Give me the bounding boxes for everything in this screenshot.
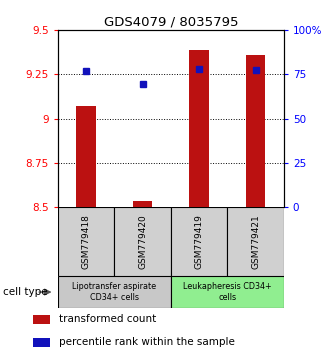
Bar — [133, 201, 152, 207]
Bar — [76, 106, 96, 207]
Text: GSM779420: GSM779420 — [138, 214, 147, 269]
Bar — [33, 315, 50, 324]
Text: Leukapheresis CD34+
cells: Leukapheresis CD34+ cells — [183, 282, 272, 302]
Title: GDS4079 / 8035795: GDS4079 / 8035795 — [104, 16, 238, 29]
Text: percentile rank within the sample: percentile rank within the sample — [59, 337, 235, 348]
Bar — [171, 207, 227, 276]
Bar — [114, 207, 171, 276]
Text: GSM779419: GSM779419 — [194, 214, 204, 269]
Text: GSM779421: GSM779421 — [251, 214, 260, 269]
Text: GSM779418: GSM779418 — [82, 214, 90, 269]
Bar — [33, 338, 50, 347]
Bar — [227, 207, 284, 276]
Bar — [58, 276, 171, 308]
Text: Lipotransfer aspirate
CD34+ cells: Lipotransfer aspirate CD34+ cells — [72, 282, 156, 302]
Bar — [171, 276, 284, 308]
Bar — [58, 207, 114, 276]
Text: cell type: cell type — [3, 287, 48, 297]
Text: transformed count: transformed count — [59, 314, 157, 325]
Bar — [246, 55, 265, 207]
Bar — [189, 50, 209, 207]
